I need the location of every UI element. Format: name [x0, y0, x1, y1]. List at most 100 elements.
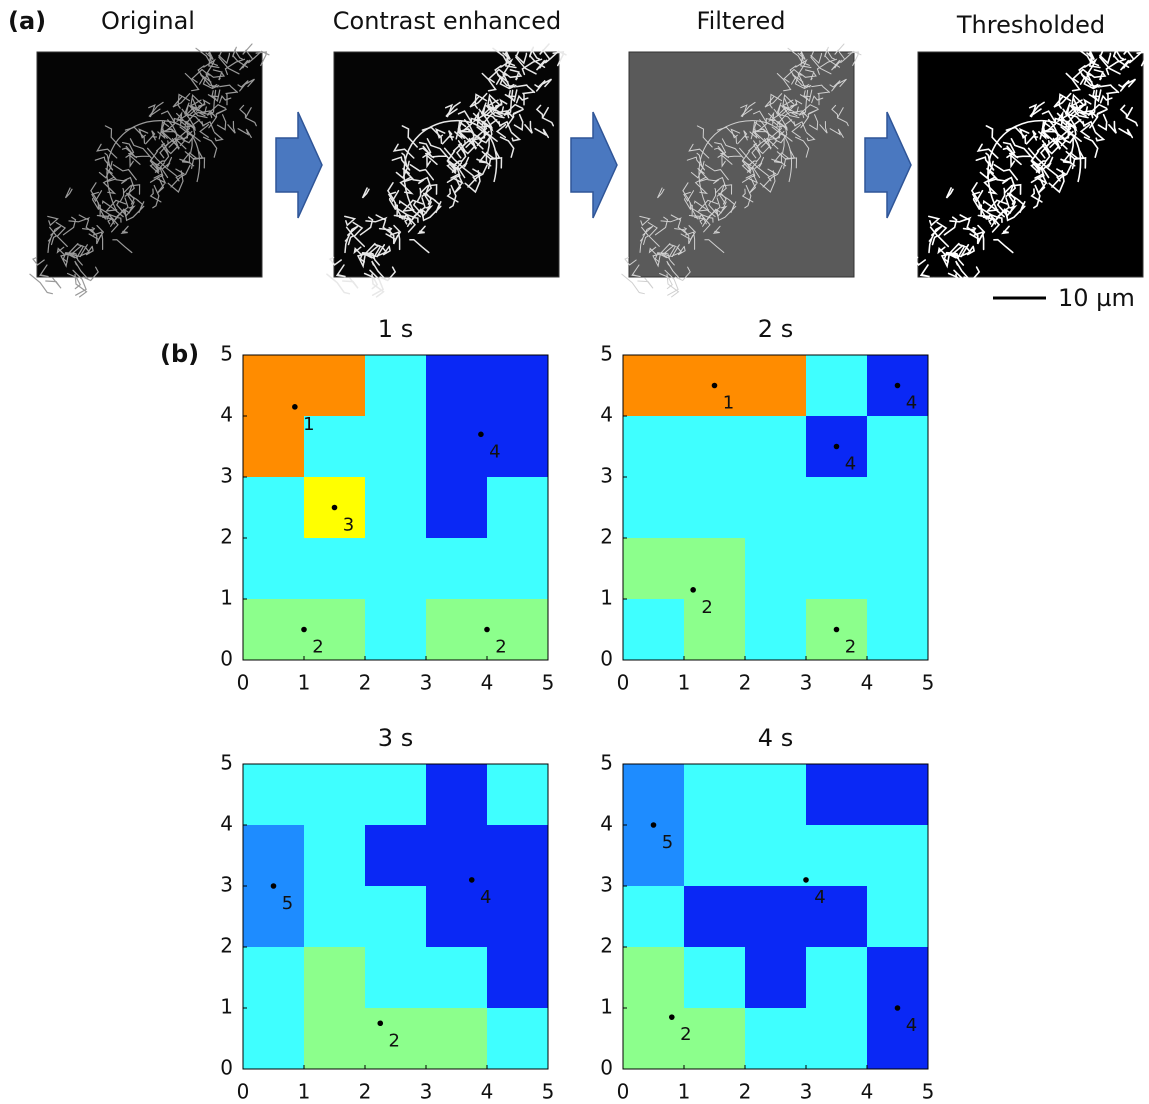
- x-tick-label: 3: [420, 671, 433, 695]
- grid-cell: [867, 599, 929, 661]
- micrograph: [622, 44, 861, 297]
- x-tick-label: 5: [542, 671, 555, 695]
- y-tick-label: 2: [600, 525, 613, 549]
- scale-bar-label: 10 µm: [1058, 284, 1135, 312]
- grid-cell: [867, 477, 929, 539]
- y-tick-label: 4: [220, 812, 233, 836]
- grid-cell: [487, 355, 549, 417]
- x-tick-label: 0: [617, 671, 630, 695]
- cluster-label: 3: [343, 515, 354, 536]
- centroid: [271, 883, 277, 889]
- grid-cell: [623, 599, 685, 661]
- grid-cell: [806, 355, 868, 417]
- grid-cell: [867, 1008, 929, 1070]
- grid-cell: [745, 477, 807, 539]
- centroid: [377, 1020, 383, 1026]
- x-tick-label: 2: [359, 671, 372, 695]
- grid-cell: [745, 764, 807, 826]
- grid-cell: [684, 416, 746, 478]
- grid-cell: [365, 947, 427, 1009]
- grid-cell: [623, 764, 685, 826]
- arrow: [865, 112, 911, 218]
- centroid: [469, 877, 475, 883]
- grid-cell: [745, 599, 807, 661]
- y-tick-label: 0: [600, 1056, 613, 1080]
- centroid: [478, 432, 484, 438]
- panel-label: (b): [160, 340, 199, 368]
- grid-cell: [684, 886, 746, 948]
- centroid: [712, 383, 718, 389]
- mito-strand: [638, 278, 653, 288]
- x-tick-label: 2: [359, 1080, 372, 1104]
- grid-cell: [304, 1008, 366, 1070]
- grid-cell: [426, 947, 488, 1009]
- grid-cell: [243, 1008, 305, 1070]
- centroid: [301, 627, 307, 633]
- grid-cell: [426, 355, 488, 417]
- grid-cell: [304, 947, 366, 1009]
- grid-cell: [365, 355, 427, 417]
- x-tick-label: 1: [298, 1080, 311, 1104]
- grid-cell: [623, 947, 685, 1009]
- centroid: [803, 877, 809, 883]
- y-tick-label: 2: [220, 934, 233, 958]
- cluster-label: 2: [495, 637, 506, 658]
- grid-cell: [487, 477, 549, 539]
- grid-cell: [867, 947, 929, 1009]
- grid-cell: [426, 764, 488, 826]
- x-tick-label: 5: [922, 1080, 935, 1104]
- y-tick-label: 4: [600, 812, 613, 836]
- grid-cell: [426, 886, 488, 948]
- cluster-label: 5: [662, 832, 673, 853]
- grid-cell: [365, 599, 427, 661]
- y-tick-label: 3: [600, 464, 613, 488]
- y-tick-label: 5: [220, 342, 233, 366]
- x-tick-label: 4: [861, 1080, 874, 1104]
- x-tick-label: 0: [237, 1080, 250, 1104]
- cluster-label: 2: [680, 1024, 691, 1045]
- cluster-label: 2: [389, 1030, 400, 1051]
- grid-cell: [806, 477, 868, 539]
- cluster-label: 4: [906, 1015, 917, 1036]
- grid-cell: [684, 599, 746, 661]
- grid-cell: [745, 538, 807, 600]
- chart-title: 3 s: [378, 724, 413, 752]
- x-tick-label: 5: [542, 1080, 555, 1104]
- x-tick-label: 4: [861, 671, 874, 695]
- grid-cell: [243, 947, 305, 1009]
- centroid: [895, 383, 901, 389]
- x-tick-label: 1: [678, 671, 691, 695]
- grid-cell: [304, 538, 366, 600]
- cluster-label: 2: [312, 637, 323, 658]
- y-tick-label: 2: [600, 934, 613, 958]
- grid-cell: [426, 538, 488, 600]
- centroid: [332, 505, 338, 511]
- figure: (a) Original Contrast enhanced Filtered …: [0, 0, 1149, 1104]
- micrograph: [30, 44, 269, 297]
- grid-cell: [426, 477, 488, 539]
- x-tick-label: 3: [800, 1080, 813, 1104]
- x-tick-label: 1: [678, 1080, 691, 1104]
- grid-cell: [365, 538, 427, 600]
- y-tick-label: 2: [220, 525, 233, 549]
- grid-cell: [426, 1008, 488, 1070]
- cluster-label: 1: [723, 393, 734, 414]
- grid-cell: [426, 416, 488, 478]
- grid-cell: [867, 416, 929, 478]
- x-tick-label: 2: [739, 671, 752, 695]
- grid-cell: [623, 477, 685, 539]
- grid-cell: [806, 1008, 868, 1070]
- x-tick-label: 5: [922, 671, 935, 695]
- grid-cell: [745, 947, 807, 1009]
- grid-cell: [623, 886, 685, 948]
- y-tick-label: 4: [600, 403, 613, 427]
- grid-cell: [684, 1008, 746, 1070]
- grid-cell: [806, 947, 868, 1009]
- centroid: [834, 627, 840, 633]
- y-tick-label: 5: [600, 342, 613, 366]
- cluster-label: 2: [701, 597, 712, 618]
- y-tick-label: 5: [220, 751, 233, 775]
- grid-cell: [806, 764, 868, 826]
- grid-cell: [487, 764, 549, 826]
- x-tick-label: 3: [420, 1080, 433, 1104]
